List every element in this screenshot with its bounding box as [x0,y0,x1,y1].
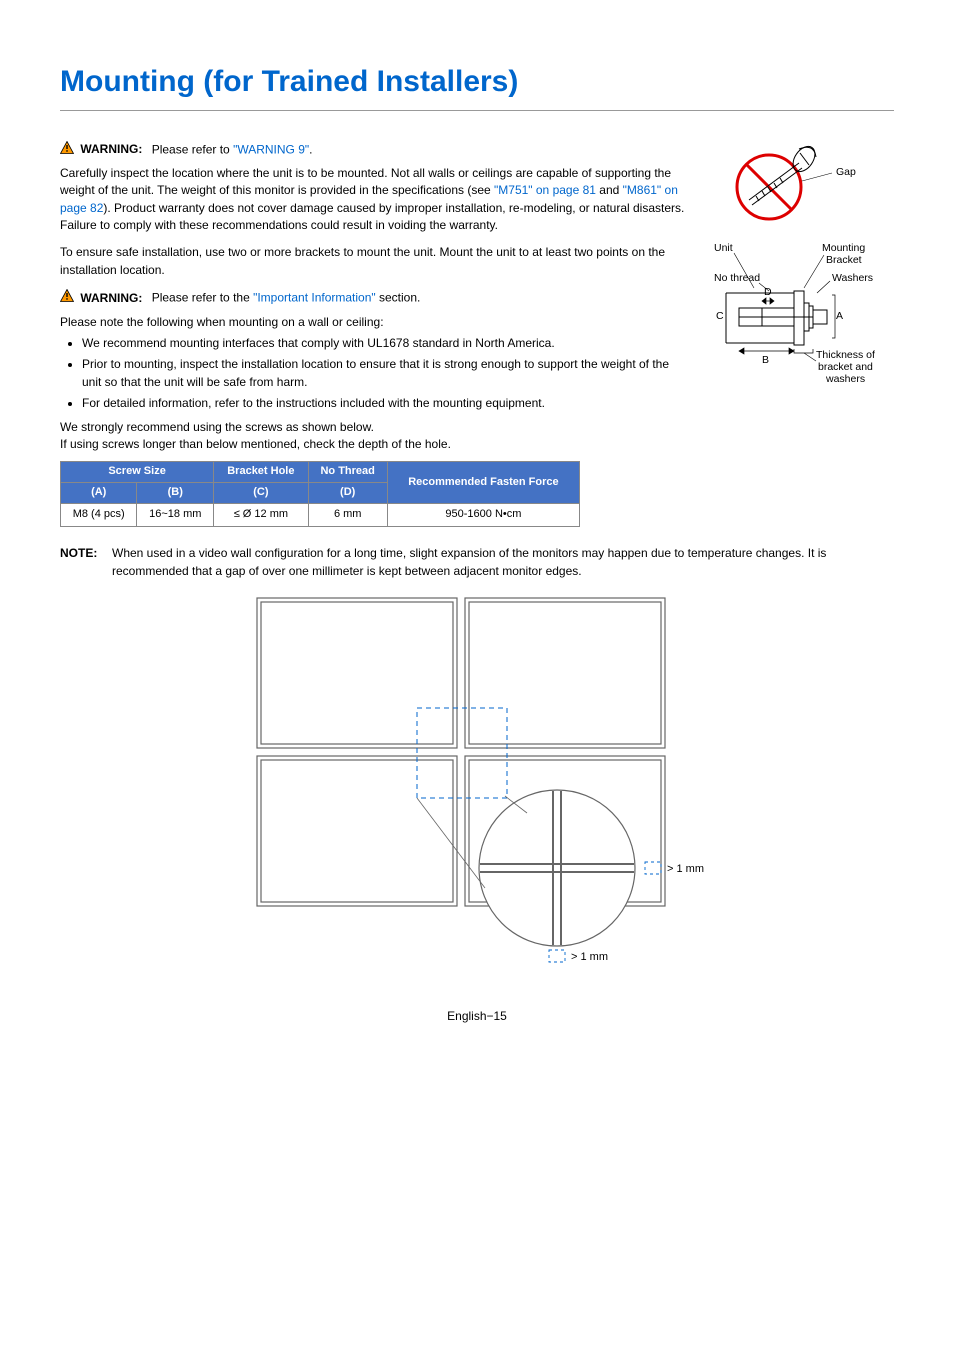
warning-2: WARNING: Please refer to the "Important … [60,289,688,307]
warning-label: WARNING: [80,291,142,305]
important-info-link[interactable]: "Important Information" [253,291,376,305]
page-title: Mounting (for Trained Installers) [60,60,894,111]
list-item: Prior to mounting, inspect the installat… [82,356,688,391]
td-b: 16~18 mm [137,504,214,527]
td-d: 6 mm [308,504,387,527]
label-mounting: Mounting [822,242,865,254]
td-force: 950-1600 N•cm [387,504,579,527]
label-nothread: No thread [714,272,760,284]
svg-text:washers: washers [825,373,865,385]
list-item: For detailed information, refer to the i… [82,395,688,412]
video-wall-diagram: > 1 mm > 1 mm [227,588,727,968]
th-a: (A) [61,483,137,504]
note-text: When used in a video wall configuration … [112,545,894,580]
list-item: We recommend mounting interfaces that co… [82,335,688,352]
warning-suffix: . [309,142,312,156]
gap-h-label: > 1 mm [667,863,704,875]
warning-label: WARNING: [80,142,142,156]
p1-t3: ). Product warranty does not cover damag… [60,201,684,232]
svg-text:bracket and: bracket and [818,361,873,373]
warning-icon [60,289,74,307]
p1-t2: and [596,183,623,197]
warning-suffix: section. [376,291,421,305]
page-footer: English−15 [60,1008,894,1025]
warning-1: WARNING: Please refer to "WARNING 9". [60,141,688,159]
th-c: (C) [214,483,308,504]
label-c: C [716,310,724,322]
label-gap: Gap [836,166,856,178]
warning-text: Please refer to [152,142,233,156]
th-no-thread: No Thread [308,462,387,483]
th-b: (B) [137,483,214,504]
paragraph-3: Please note the following when mounting … [60,314,688,331]
th-d: (D) [308,483,387,504]
label-thickness: Thickness of [816,349,875,361]
td-a: M8 (4 pcs) [61,504,137,527]
bullet-list: We recommend mounting interfaces that co… [82,335,688,413]
note-label: NOTE: [60,545,104,580]
svg-text:Bracket: Bracket [826,254,862,266]
label-unit: Unit [714,242,733,254]
label-a: A [836,310,843,322]
th-screw-size: Screw Size [61,462,214,483]
th-fasten-force: Recommended Fasten Force [387,462,579,504]
screw-diagram: Gap Unit Mounting Bracket No thread Wash… [704,133,894,393]
note-block: NOTE: When used in a video wall configur… [60,545,894,580]
warning-text: Please refer to the [152,291,253,305]
warning-link[interactable]: "WARNING 9" [233,142,309,156]
paragraph-1: Carefully inspect the location where the… [60,165,688,235]
screw-spec-table: Screw Size Bracket Hole No Thread Recomm… [60,461,580,527]
th-bracket-hole: Bracket Hole [214,462,308,483]
label-b: B [762,354,769,366]
link-m751[interactable]: "M751" on page 81 [494,183,596,197]
label-d: D [764,286,772,298]
paragraph-2: To ensure safe installation, use two or … [60,244,688,279]
paragraph-4a: We strongly recommend using the screws a… [60,419,688,436]
gap-v-label: > 1 mm [571,951,608,963]
paragraph-4b: If using screws longer than below mentio… [60,436,688,453]
td-c: ≤ Ø 12 mm [214,504,308,527]
warning-icon [60,141,74,159]
label-washers: Washers [832,272,873,284]
